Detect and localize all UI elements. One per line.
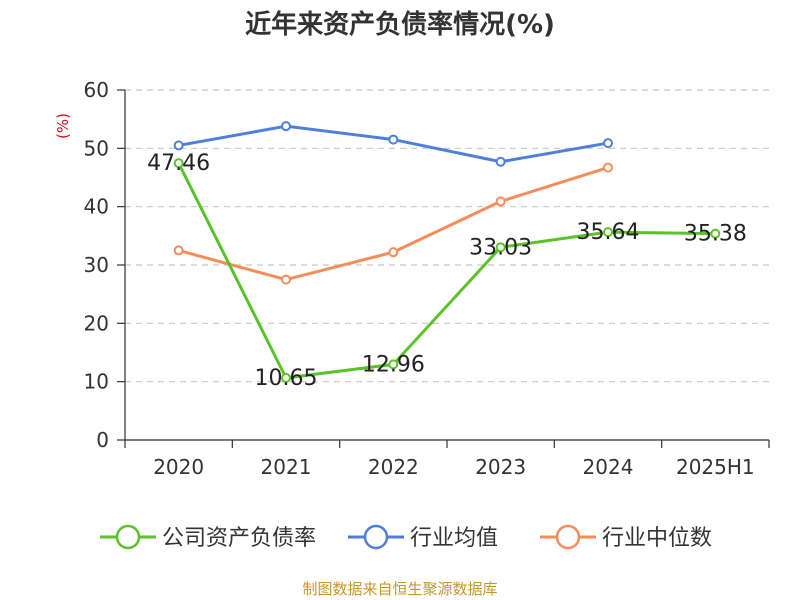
data-point (603, 138, 613, 149)
data-label: 47.46 (147, 151, 210, 176)
series-line (178, 166, 609, 282)
data-point (710, 228, 721, 239)
data-label: 12.96 (362, 352, 425, 377)
grid-lines (125, 89, 769, 383)
x-tick-label: 2020 (153, 455, 204, 479)
legend-label: 公司资产负债率 (162, 526, 316, 551)
data-label: 10.65 (255, 366, 318, 391)
y-tick-label: 10 (84, 370, 109, 394)
series-lines (177, 124, 716, 380)
series-line (177, 162, 716, 380)
y-tick-label: 50 (84, 136, 109, 160)
legend-marker-icon (363, 524, 389, 550)
source-note: 制图数据来自恒生聚源数据库 (302, 580, 497, 598)
legend-marker-icon (555, 524, 581, 550)
data-point (388, 134, 399, 145)
data-label: 33.03 (469, 235, 532, 260)
data-points (173, 121, 721, 383)
x-tick-label: 2025H1 (676, 455, 755, 479)
axes: 0 10 20 30 40 50 60 2020 2021 2022 2023 2024 2025H1 (84, 78, 770, 479)
legend-label: 行业均值 (410, 526, 498, 551)
data-label: 35.64 (577, 220, 640, 245)
data-point (495, 156, 506, 167)
data-point (603, 227, 613, 238)
data-point (281, 372, 291, 383)
data-point (173, 245, 184, 256)
data-point (388, 247, 399, 258)
data-labels: 47.46 10.65 12.96 33.03 35.64 35.38 (147, 151, 747, 391)
y-tick-label: 30 (84, 253, 109, 277)
y-tick-label: 0 (96, 428, 109, 452)
data-point (281, 121, 291, 132)
legend-marker-icon (115, 524, 141, 550)
x-tick-label: 2021 (261, 455, 312, 479)
y-tick-label: 60 (84, 78, 109, 102)
chart-title: 近年来资产负债率情况(%) (245, 9, 555, 40)
data-point (495, 242, 506, 253)
data-point (495, 196, 506, 207)
y-axis-label: (%) (54, 113, 72, 139)
y-tick-label: 20 (84, 311, 109, 335)
data-point (388, 359, 399, 370)
data-point (173, 140, 184, 151)
data-label: 35.38 (684, 222, 747, 247)
y-tick-label: 40 (84, 195, 109, 219)
data-point (173, 158, 184, 169)
x-tick-label: 2024 (583, 455, 634, 479)
data-point (281, 274, 291, 285)
data-point (603, 162, 613, 173)
legend: 公司资产负债率 行业均值 行业中位数 (100, 524, 712, 551)
legend-label: 行业中位数 (602, 526, 712, 551)
x-tick-label: 2023 (475, 455, 526, 479)
x-tick-label: 2022 (368, 455, 419, 479)
